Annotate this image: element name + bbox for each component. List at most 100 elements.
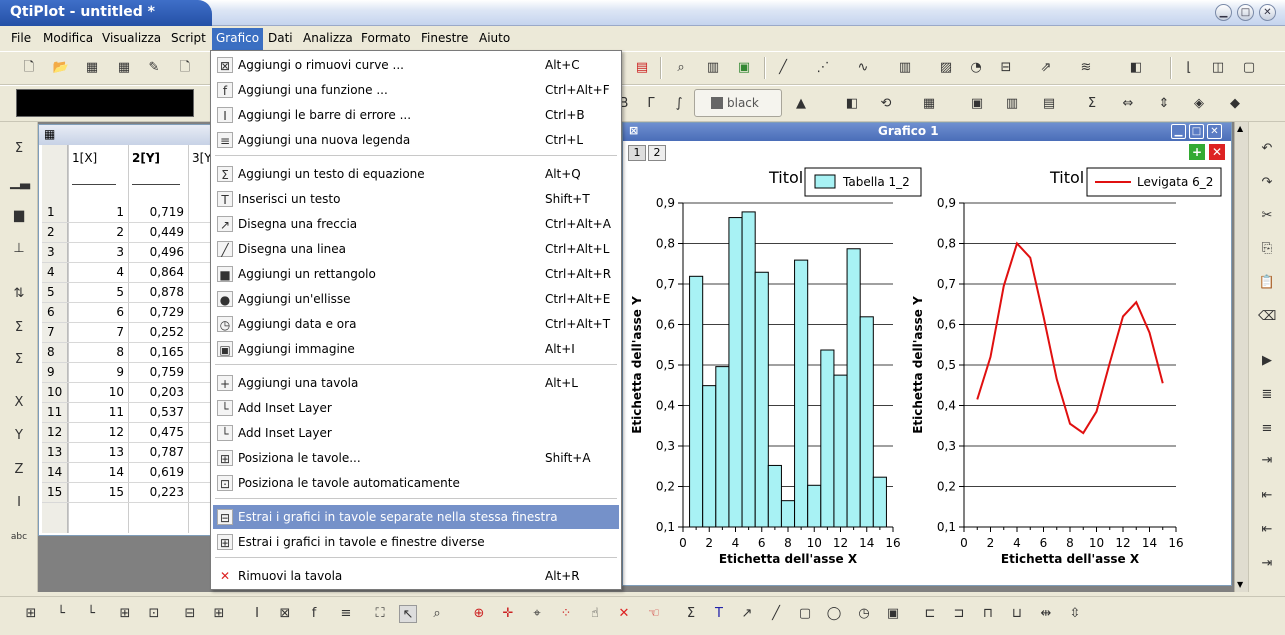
menu-item-clock[interactable]: ◷ Aggiungi data e ora Ctrl+Alt+T [213,312,619,336]
row-number[interactable]: 2 [47,225,55,239]
menu-finestre[interactable]: Finestre [421,31,469,45]
log-icon[interactable]: ▥ [706,60,720,75]
menu-item-image[interactable]: ▣ Aggiungi immagine Alt+I [213,337,619,361]
row-number[interactable]: 5 [47,285,55,299]
cell-y[interactable]: 0,864 [149,265,184,279]
cell-y[interactable]: 0,475 [149,425,184,439]
ortho-icon[interactable]: ◆ [1230,96,1240,111]
new-file-icon[interactable]: 🗋 [179,60,191,75]
close-button[interactable]: ✕ [1259,4,1276,21]
cell-y[interactable]: 0,719 [149,205,184,219]
redo-icon[interactable]: ↷ [1261,175,1273,190]
plot-stat-icon[interactable]: ≋ [1080,60,1092,75]
auto-arrange-tool-icon[interactable]: ⊡ [148,606,160,621]
extract-win-tool-icon[interactable]: ⊞ [213,606,225,621]
new-note-icon[interactable]: ✎ [148,60,160,75]
column-header-x[interactable]: 1[X] [72,151,98,165]
scroll-up-icon[interactable]: ▲ [1237,124,1244,133]
screen-reader-icon[interactable]: ⌖ [533,606,541,621]
graph-window-header[interactable]: ⊠ Grafico 1 ▁ □ ✕ [623,123,1231,141]
menu-item-inset-layer-2[interactable]: └ Add Inset Layer [213,421,619,445]
extract-tool-icon[interactable]: ⊟ [184,606,196,621]
add-layer-tool-icon[interactable]: ⊞ [25,606,37,621]
menu-item-arrange-layers[interactable]: ⊞ Posiziona le tavole... Shift+A [213,446,619,470]
workspace-scrollbar[interactable]: ▲ ▼ [1234,122,1248,592]
cell-y[interactable]: 0,878 [149,285,184,299]
run-icon[interactable]: ▶ [1262,353,1272,368]
align-top-icon[interactable]: ⊓ [982,606,994,621]
clock-tool-icon[interactable]: ◷ [858,606,870,621]
cell-y[interactable]: 0,729 [149,305,184,319]
legend-tool-icon[interactable]: ≡ [340,606,352,621]
cube3d-icon[interactable]: ◧ [845,96,859,111]
table-window-header[interactable]: ▦ [39,125,217,145]
table-window[interactable]: ▦ 1[X] 2[Y] 3[Y 1 1 0,719 2 2 0,449 3 3 0,496 4 4 0… [38,124,218,536]
cell-x[interactable]: 15 [108,485,124,499]
cell-x[interactable]: 1 [116,205,124,219]
up-down-icon[interactable]: ⇕ [1158,96,1170,111]
cell-x[interactable]: 3 [116,245,124,259]
align-left-icon[interactable]: ⊏ [924,606,936,621]
remove-layer-icon[interactable]: ✕ [1209,144,1225,160]
clear-icon[interactable]: ⌫ [1258,309,1277,324]
color-button[interactable]: black [694,89,782,117]
image-tool-icon[interactable]: ▣ [886,606,900,621]
plot-scatter-icon[interactable]: ⋰ [816,60,830,75]
new-matrix-icon[interactable]: ▦ [117,60,131,75]
plot-pie-icon[interactable]: ◔ [970,60,982,75]
plot-line-icon[interactable]: ╱ [779,60,787,75]
perspective-icon[interactable]: ◈ [1194,96,1204,111]
menu-file[interactable]: File [11,31,32,45]
row-number[interactable]: 14 [47,465,63,479]
line-tool-icon[interactable]: ╱ [772,606,780,621]
cell-x[interactable]: 13 [108,445,124,459]
graph-close-button[interactable]: ✕ [1207,124,1222,139]
maximize-button[interactable]: □ [1237,4,1254,21]
layer-button-1[interactable]: 1 [628,145,646,161]
plot-vector-icon[interactable]: ⇗ [1040,60,1052,75]
row-number[interactable]: 10 [47,385,63,399]
graph-maximize-button[interactable]: □ [1189,124,1204,139]
menu-item-ellipse[interactable]: ● Aggiungi un'ellisse Ctrl+Alt+E [213,287,619,311]
uncomment-icon[interactable]: ⇥ [1261,556,1273,571]
column-header-y2[interactable]: 3[Y [192,151,212,165]
cell-y[interactable]: 0,787 [149,445,184,459]
new-table-icon[interactable]: ▦ [85,60,99,75]
bars3d-icon[interactable]: ▤ [1042,96,1056,111]
error-bars-tool-icon[interactable]: I [255,606,259,621]
row-number[interactable]: 15 [47,485,63,499]
zoom-icon[interactable]: ⌕ [433,606,441,621]
row-number[interactable]: 9 [47,365,55,379]
cell-y[interactable]: 0,537 [149,405,184,419]
grid3d-icon[interactable]: ▦ [922,96,936,111]
graph-minimize-button[interactable]: ▁ [1171,124,1186,139]
rotate3d-icon[interactable]: ⟲ [880,96,892,111]
cell-y[interactable]: 0,619 [149,465,184,479]
arrow-tool-icon[interactable]: ↗ [741,606,753,621]
ellipse-tool-icon[interactable]: ◯ [826,606,842,621]
plot-bars-icon[interactable]: ▥ [898,60,912,75]
indent-icon[interactable]: ⇥ [1261,453,1273,468]
new-icon[interactable]: 🗋 [23,60,35,75]
function-tool-icon[interactable]: f [311,606,317,621]
menu-item-arrow[interactable]: ↗ Disegna una freccia Ctrl+Alt+A [213,212,619,236]
row-number[interactable]: 8 [47,345,55,359]
text-color-field[interactable] [16,89,194,117]
arrange-tool-icon[interactable]: ⊞ [119,606,131,621]
wire3d-icon[interactable]: ▥ [1005,96,1019,111]
row-number[interactable]: 7 [47,325,55,339]
label-col-icon[interactable]: abc [10,532,28,542]
undo-icon[interactable]: ↶ [1261,141,1273,156]
move-points-icon[interactable]: ☝ [591,606,599,621]
menu-visualizza[interactable]: Visualizza [102,31,162,45]
same-height-icon[interactable]: ⇳ [1069,606,1081,621]
menu-item-add-layer[interactable]: + Aggiungi una tavola Alt+L [213,371,619,395]
gamma-icon[interactable]: Γ [647,96,655,111]
menu-item-extract-windows[interactable]: ⊞ Estrai i grafici in tavole e finestre d… [213,530,619,554]
cell-x[interactable]: 10 [108,385,124,399]
left-right-icon[interactable]: ⇔ [1122,96,1134,111]
row-number[interactable]: 13 [47,445,63,459]
row-number[interactable]: 1 [47,205,55,219]
cell-y[interactable]: 0,496 [149,245,184,259]
cell-y[interactable]: 0,223 [149,485,184,499]
